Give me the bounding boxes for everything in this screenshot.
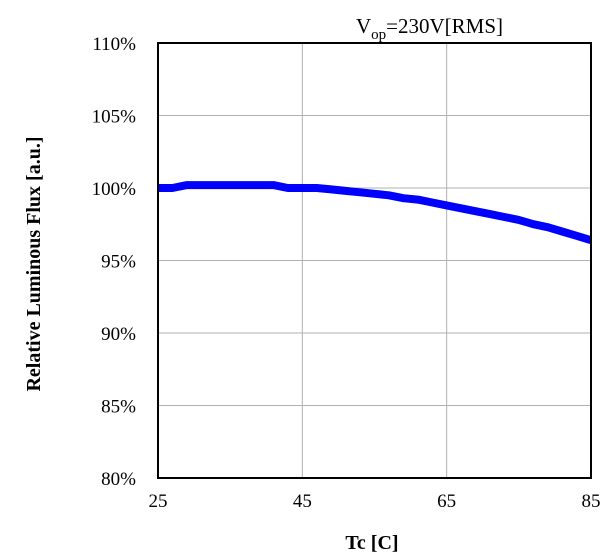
- y-tick-label: 80%: [101, 469, 136, 490]
- x-tick-label: 25: [149, 491, 168, 512]
- x-tick-label: 65: [437, 491, 456, 512]
- y-tick-label: 90%: [101, 324, 136, 345]
- voltage-annotation: Vop=230V[RMS]: [356, 14, 503, 43]
- x-tick-labels: 25 45 65 85: [149, 491, 601, 512]
- y-axis-title: Relative Luminous Flux [a.u.]: [23, 136, 45, 391]
- y-tick-label: 100%: [92, 179, 137, 200]
- y-tick-label: 110%: [92, 34, 136, 55]
- x-tick-label: 45: [293, 491, 312, 512]
- y-tick-labels: 80% 85% 90% 95% 100% 105% 110%: [92, 34, 137, 490]
- x-axis-title: Tc [C]: [345, 532, 398, 554]
- x-tick-label: 85: [582, 491, 601, 512]
- series-line: [158, 181, 593, 245]
- series-group: [158, 181, 593, 245]
- plot-frame: [157, 42, 592, 479]
- y-tick-label: 105%: [92, 107, 137, 128]
- y-tick-label: 85%: [101, 397, 136, 418]
- y-tick-label: 95%: [101, 252, 136, 273]
